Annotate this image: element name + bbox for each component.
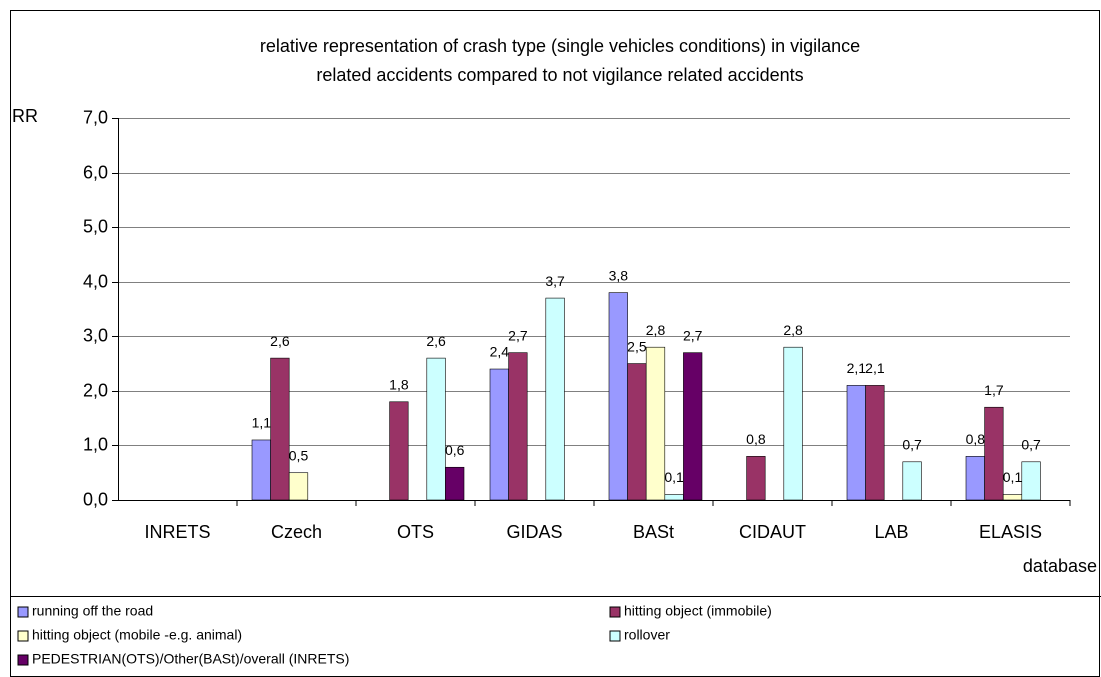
bar: [865, 385, 885, 501]
bar: [389, 401, 409, 501]
value-label: 2,8: [646, 322, 666, 338]
bar: [984, 406, 1004, 501]
x-tick-label: OTS: [397, 522, 434, 542]
value-label: 0,1: [1003, 469, 1023, 485]
value-label: 2,6: [426, 333, 446, 349]
value-label: 2,4: [490, 344, 510, 360]
bar: [489, 368, 509, 501]
bar: [783, 346, 803, 501]
value-label: 2,5: [627, 338, 647, 354]
x-tick-label: LAB: [874, 522, 908, 542]
x-axis-label: database: [1023, 556, 1097, 576]
bar: [627, 363, 647, 501]
value-label: 0,7: [902, 437, 922, 453]
value-label: 0,7: [1021, 437, 1041, 453]
value-label: 3,8: [609, 267, 629, 283]
y-tick-label: 1,0: [83, 434, 108, 454]
y-tick-label: 5,0: [83, 216, 108, 236]
bar: [965, 456, 985, 501]
bar: [608, 292, 628, 501]
value-label: 1,8: [389, 376, 409, 392]
legend-label: hitting object (mobile -e.g. animal): [32, 627, 242, 643]
value-label: 2,6: [270, 333, 290, 349]
x-tick-label: CIDAUT: [739, 522, 806, 542]
bar: [445, 466, 465, 501]
x-tick-label: GIDAS: [506, 522, 562, 542]
value-label: 1,7: [984, 382, 1004, 398]
bar: [846, 385, 866, 501]
value-label: 2,1: [847, 360, 867, 376]
x-tick-label: ELASIS: [979, 522, 1042, 542]
bar: [545, 297, 565, 501]
y-tick-label: 4,0: [83, 271, 108, 291]
bar: [270, 357, 290, 501]
y-tick-label: 7,0: [83, 107, 108, 127]
bar: [683, 352, 703, 501]
bar: [664, 494, 684, 501]
legend-label: running off the road: [32, 603, 153, 619]
value-label: 1,1: [252, 415, 272, 431]
value-label: 0,8: [746, 431, 766, 447]
y-tick-label: 0,0: [83, 489, 108, 509]
chart-title: related accidents compared to not vigila…: [316, 65, 803, 85]
bar: [426, 357, 446, 501]
value-label: 0,8: [966, 431, 986, 447]
y-tick-label: 6,0: [83, 162, 108, 182]
legend-swatch: [609, 606, 621, 618]
value-label: 3,7: [545, 273, 565, 289]
bar: [1002, 494, 1023, 501]
chart-title: relative representation of crash type (s…: [260, 36, 860, 56]
y-tick-label: 3,0: [83, 325, 108, 345]
bar: [288, 472, 309, 501]
x-tick-label: Czech: [271, 522, 322, 542]
legend-swatch: [17, 654, 29, 666]
legend-swatch: [17, 606, 29, 618]
value-label: 2,7: [508, 327, 528, 343]
x-tick-label: BASt: [633, 522, 674, 542]
bar: [1021, 461, 1041, 501]
value-label: 2,7: [683, 327, 703, 343]
x-tick-label: INRETS: [144, 522, 210, 542]
y-axis-label: RR: [12, 106, 38, 126]
legend-label: hitting object (immobile): [624, 603, 772, 619]
legend-swatch: [609, 630, 621, 642]
value-label: 2,1: [865, 360, 885, 376]
bar: [746, 456, 766, 501]
legend-swatch: [17, 630, 29, 642]
y-tick-label: 2,0: [83, 380, 108, 400]
bar: [645, 346, 666, 501]
bar: [508, 352, 528, 501]
value-label: 0,1: [664, 469, 684, 485]
bar: [902, 461, 922, 501]
legend-label: rollover: [624, 627, 670, 643]
legend-label: PEDESTRIAN(OTS)/Other(BASt)/overall (INR…: [32, 651, 349, 667]
bar: [251, 439, 271, 501]
value-label: 2,8: [783, 322, 803, 338]
value-label: 0,5: [289, 447, 309, 463]
value-label: 0,6: [445, 442, 465, 458]
